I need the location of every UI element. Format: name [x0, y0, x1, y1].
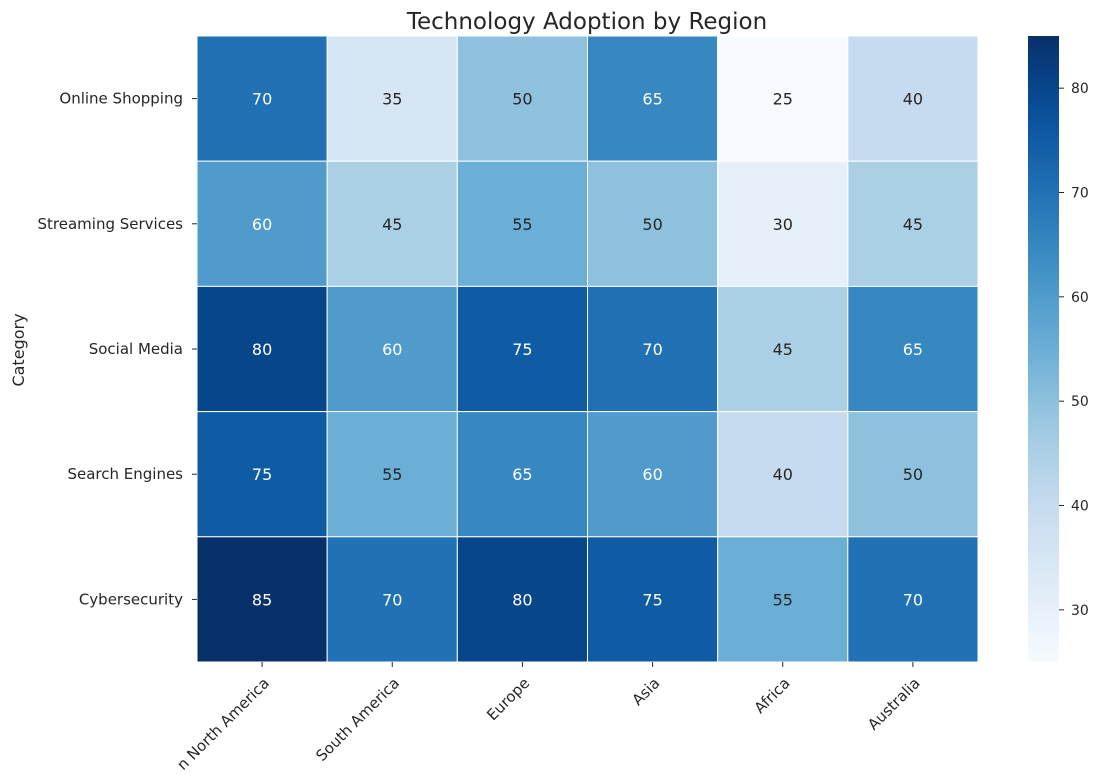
heatmap-cell [587, 411, 719, 538]
cell-value-label: 50 [642, 215, 662, 234]
x-tick-label: Africa [751, 674, 794, 717]
cell-value-label: 25 [773, 90, 793, 109]
y-tick-label: Search Engines [67, 465, 183, 483]
colorbar [1028, 36, 1059, 662]
cell-value-label: 40 [773, 465, 793, 484]
colorbar-tick-label: 70 [1071, 186, 1089, 202]
cell-value-label: 75 [252, 465, 272, 484]
y-axis-label: Category [9, 313, 28, 386]
colorbar-tick-label: 50 [1071, 394, 1089, 410]
x-tick-label: Australia [864, 674, 924, 734]
cell-value-label: 60 [252, 215, 272, 234]
cell-value-label: 75 [642, 590, 662, 609]
cell-value-label: 65 [642, 90, 662, 109]
heatmap-cell [456, 536, 589, 663]
cell-value-label: 70 [642, 340, 662, 359]
y-tick-label: Social Media [89, 340, 183, 358]
y-tick-label: Streaming Services [38, 215, 184, 233]
heatmap-cell [456, 285, 589, 413]
heatmap-cell [587, 160, 719, 287]
colorbar-tick-label: 30 [1071, 603, 1089, 619]
cell-value-label: 70 [903, 590, 923, 609]
cell-value-label: 45 [382, 215, 402, 234]
cell-value-label: 50 [903, 465, 923, 484]
colorbar-tick-label: 60 [1071, 290, 1089, 306]
heatmap-cell [196, 536, 328, 663]
heatmap-cell [847, 536, 979, 663]
heatmap-cell [196, 285, 328, 413]
cell-value-label: 75 [512, 340, 532, 359]
heatmap-cell [326, 411, 458, 538]
heatmap-cell [717, 411, 849, 538]
cell-value-label: 60 [642, 465, 662, 484]
heatmap-cell [456, 411, 589, 538]
heatmap-cell [587, 285, 719, 413]
heatmap-cell [326, 35, 458, 162]
cell-value-label: 85 [252, 590, 272, 609]
cell-value-label: 65 [903, 340, 923, 359]
y-tick-label: Cybersecurity [79, 590, 183, 608]
cell-value-label: 55 [512, 215, 532, 234]
cell-value-label: 30 [773, 215, 793, 234]
heatmap-cell [587, 35, 719, 162]
heatmap-cell [847, 285, 979, 413]
y-tick-label: Online Shopping [59, 90, 183, 108]
x-tick-label: Asia [628, 674, 663, 709]
cell-value-label: 55 [382, 465, 402, 484]
cell-value-label: 70 [382, 590, 402, 609]
chart-title: Technology Adoption by Region [406, 9, 767, 35]
colorbar-tick-label: 40 [1071, 499, 1089, 515]
colorbar-ticks: 30 40 50 60 70 80 [1059, 81, 1089, 619]
cell-value-label: 55 [773, 590, 793, 609]
cell-value-label: 80 [512, 590, 532, 609]
x-tick-label: Europe [483, 674, 533, 724]
heatmap-cell [717, 536, 849, 663]
cell-value-label: 70 [252, 90, 272, 109]
x-tick-label: n North America [173, 674, 273, 774]
heatmap-cell [587, 536, 719, 663]
cell-value-label: 45 [773, 340, 793, 359]
heatmap-cells: 70 35 50 65 25 40 60 45 55 50 30 45 80 60 75 70 45 65 75 55… [196, 35, 979, 663]
heatmap-cell [717, 285, 849, 413]
y-tick-labels: Online Shopping Streaming Services Social … [38, 90, 197, 608]
cell-value-label: 40 [903, 90, 923, 109]
heatmap-cell [847, 35, 979, 162]
cell-value-label: 50 [512, 90, 532, 109]
x-tick-labels: n North America South America Europe Asia Af… [173, 662, 924, 774]
heatmap-cell [847, 160, 979, 287]
cell-value-label: 35 [382, 90, 402, 109]
cell-value-label: 60 [382, 340, 402, 359]
cell-value-label: 65 [512, 465, 532, 484]
heatmap-cell [326, 160, 458, 287]
heatmap-cell [196, 411, 328, 538]
colorbar-tick-label: 80 [1071, 81, 1089, 97]
x-tick-label: South America [312, 674, 403, 765]
cell-value-label: 80 [252, 340, 272, 359]
heatmap-cell [717, 35, 849, 162]
cell-value-label: 45 [903, 215, 923, 234]
heatmap-cell [326, 285, 458, 413]
heatmap-cell [847, 411, 979, 538]
heatmap-cell [196, 35, 328, 162]
heatmap-cell [456, 35, 589, 162]
